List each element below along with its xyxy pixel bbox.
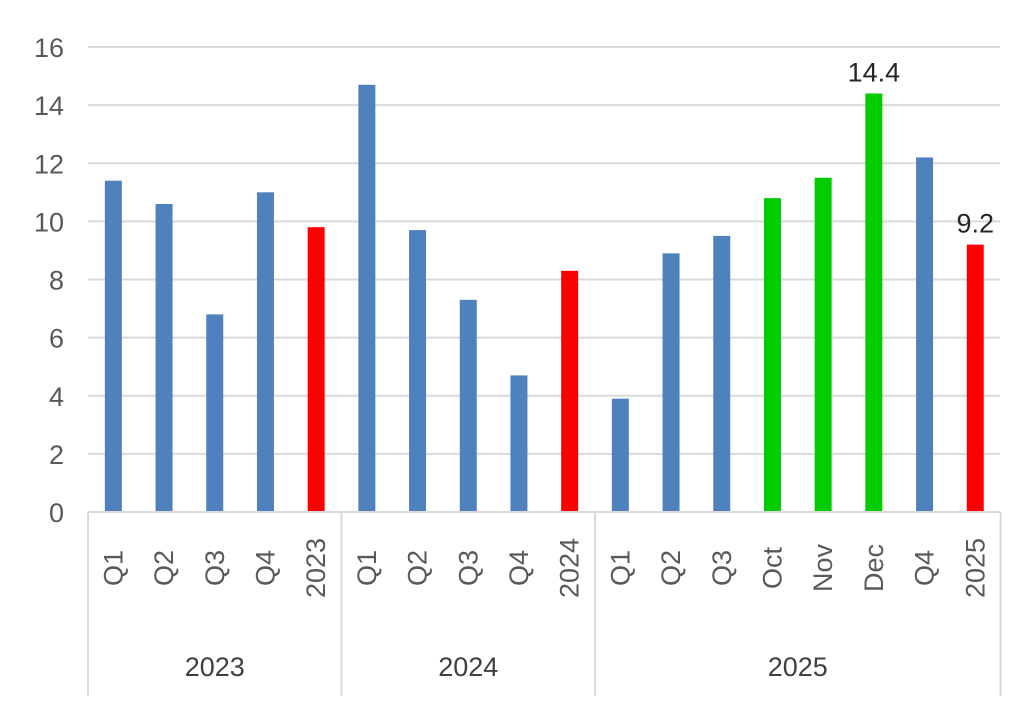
x-tick-label: Q1: [352, 550, 382, 586]
bar: [206, 314, 224, 512]
x-tick-label: Dec: [859, 544, 889, 592]
gridlines: [88, 46, 1000, 455]
x-tick-label: Q2: [403, 550, 433, 586]
bar: [763, 198, 781, 512]
x-tick-label: Q2: [656, 550, 686, 586]
y-tick-label: 8: [49, 266, 64, 296]
x-tick-label: 2024: [555, 538, 585, 598]
x-tick-label: Oct: [757, 547, 787, 590]
x-tick-label: Q1: [605, 550, 635, 586]
x-axis-category-labels: Q1 Q2 Q3 Q4 2023 Q1 Q2 Q3 Q4 2024 Q1 Q2 Q3 Oct Nov Dec Q…: [98, 538, 990, 598]
y-axis-tick-labels: 0 2 4 6 8 10 12 14 16: [34, 33, 64, 528]
bar: [865, 93, 883, 512]
x-tick-label: Q1: [98, 550, 128, 586]
bar: [459, 299, 477, 512]
data-labels: 14.4 9.2: [848, 58, 994, 239]
x-tick-label: Nov: [808, 543, 838, 592]
y-tick-label: 14: [34, 91, 64, 121]
y-tick-label: 10: [34, 207, 64, 237]
bar: [966, 244, 984, 512]
data-label: 14.4: [848, 58, 901, 88]
x-tick-label: Q3: [200, 550, 230, 586]
bar: [814, 177, 832, 512]
bar: [307, 227, 325, 512]
x-group-label: 2025: [768, 652, 828, 682]
y-tick-label: 0: [49, 498, 64, 528]
bar: [409, 230, 427, 512]
x-group-label: 2024: [438, 652, 498, 682]
bar: [713, 235, 731, 512]
y-tick-label: 16: [34, 33, 64, 63]
x-tick-label: Q4: [910, 550, 940, 586]
y-tick-label: 2: [49, 440, 64, 470]
x-axis-group-labels: 2023 2024 2025: [185, 652, 828, 682]
x-tick-label: Q2: [149, 550, 179, 586]
y-tick-label: 4: [49, 382, 64, 412]
y-tick-label: 12: [34, 149, 64, 179]
bar: [561, 270, 579, 512]
x-tick-label: 2023: [301, 538, 331, 598]
y-tick-label: 6: [49, 324, 64, 354]
bar: [256, 192, 274, 512]
bar: [104, 180, 122, 512]
x-tick-label: Q3: [707, 550, 737, 586]
bar: [662, 253, 680, 512]
x-axis: [87, 511, 1002, 696]
x-group-label: 2023: [185, 652, 245, 682]
bar: [155, 203, 173, 512]
data-label: 9.2: [956, 209, 994, 239]
x-tick-label: Q4: [504, 550, 534, 586]
bars: [104, 84, 984, 512]
bar: [611, 398, 629, 512]
x-tick-label: Q3: [453, 550, 483, 586]
bar: [916, 157, 934, 512]
x-tick-label: Q4: [250, 550, 280, 586]
x-tick-label: 2025: [960, 538, 990, 598]
bar: [510, 375, 528, 512]
bar: [358, 84, 376, 512]
